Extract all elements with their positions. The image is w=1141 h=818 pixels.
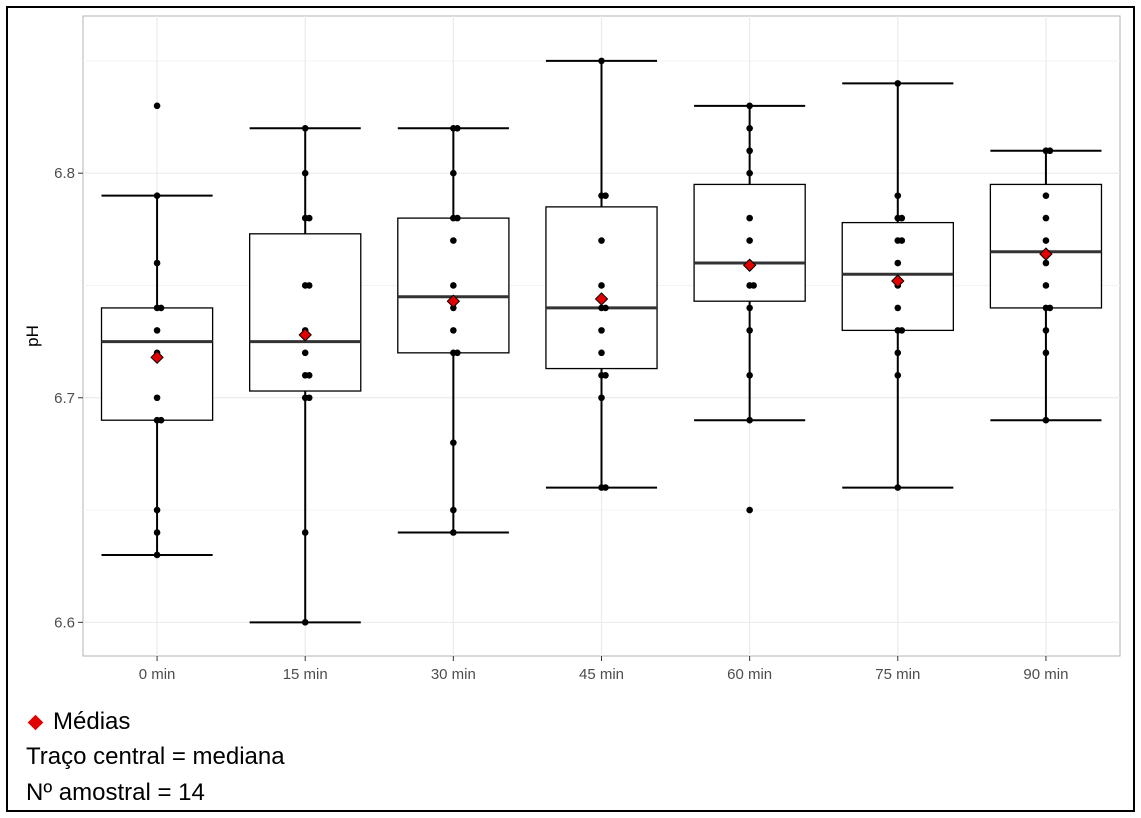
y-axis-label: pH (23, 325, 42, 347)
data-point (306, 372, 313, 379)
mean-legend: Médias (26, 708, 130, 736)
data-point (306, 215, 313, 222)
data-point (1047, 147, 1054, 154)
data-point (750, 282, 757, 289)
data-point (1043, 350, 1050, 357)
data-point (1043, 192, 1050, 199)
data-point (746, 147, 753, 154)
x-axis-ticks: 0 min 15 min 30 min 45 min 60 min 75 min 90 mi… (139, 656, 1069, 683)
data-point (1047, 305, 1054, 312)
sample-size-note: Nº amostral = 14 (26, 779, 205, 807)
data-point (746, 170, 753, 177)
data-point (598, 58, 605, 65)
y-tick-label: 6.8 (54, 165, 75, 182)
data-point (894, 350, 901, 357)
data-point (602, 192, 609, 199)
data-point (598, 237, 605, 244)
data-point (454, 125, 461, 132)
data-point (746, 237, 753, 244)
data-point (306, 282, 313, 289)
data-point (898, 237, 905, 244)
data-point (598, 350, 605, 357)
data-point (154, 192, 161, 199)
data-point (158, 417, 165, 424)
data-point (302, 350, 309, 357)
data-point (1043, 215, 1050, 222)
mean-marker-icon (28, 714, 44, 730)
data-point (1043, 327, 1050, 334)
data-point (746, 125, 753, 132)
y-tick-label: 6.7 (54, 390, 75, 407)
iqr-box (990, 184, 1101, 308)
data-point (154, 327, 161, 334)
y-tick-label: 6.6 (54, 614, 75, 631)
data-point (746, 372, 753, 379)
x-tick-label: 30 min (431, 666, 476, 683)
data-point (746, 417, 753, 424)
data-point (450, 237, 457, 244)
data-point (746, 507, 753, 514)
data-point (894, 192, 901, 199)
data-point (746, 215, 753, 222)
data-point (602, 305, 609, 312)
x-tick-label: 15 min (283, 666, 328, 683)
data-point (450, 529, 457, 536)
data-point (454, 350, 461, 357)
data-point (450, 327, 457, 334)
data-point (898, 215, 905, 222)
data-point (302, 125, 309, 132)
data-point (1043, 237, 1050, 244)
data-point (894, 484, 901, 491)
mean-legend-label: Médias (53, 708, 130, 736)
data-point (894, 372, 901, 379)
data-point (894, 260, 901, 267)
data-point (154, 260, 161, 267)
data-point (894, 305, 901, 312)
data-point (154, 552, 161, 559)
data-point (450, 507, 457, 514)
data-point (602, 484, 609, 491)
data-point (598, 394, 605, 401)
data-point (1043, 282, 1050, 289)
iqr-box (250, 234, 361, 391)
data-point (302, 170, 309, 177)
data-point (154, 507, 161, 514)
data-point (154, 394, 161, 401)
data-point (898, 327, 905, 334)
x-tick-label: 60 min (727, 666, 772, 683)
data-point (450, 170, 457, 177)
x-tick-label: 0 min (139, 666, 176, 683)
data-point (454, 215, 461, 222)
data-point (746, 103, 753, 110)
y-axis-ticks: 6.6 6.7 6.8 (54, 165, 83, 631)
data-point (302, 619, 309, 626)
iqr-box (102, 308, 213, 420)
data-point (602, 372, 609, 379)
median-note: Traço central = mediana (26, 743, 285, 771)
x-tick-label: 90 min (1023, 666, 1068, 683)
x-tick-label: 45 min (579, 666, 624, 683)
data-point (598, 282, 605, 289)
data-point (154, 529, 161, 536)
x-tick-label: 75 min (875, 666, 920, 683)
data-point (158, 305, 165, 312)
data-point (894, 80, 901, 87)
data-point (1043, 417, 1050, 424)
data-point (154, 103, 161, 110)
data-point (450, 282, 457, 289)
data-point (302, 529, 309, 536)
data-point (746, 305, 753, 312)
data-point (598, 327, 605, 334)
data-point (746, 327, 753, 334)
data-point (306, 394, 313, 401)
data-point (450, 439, 457, 446)
